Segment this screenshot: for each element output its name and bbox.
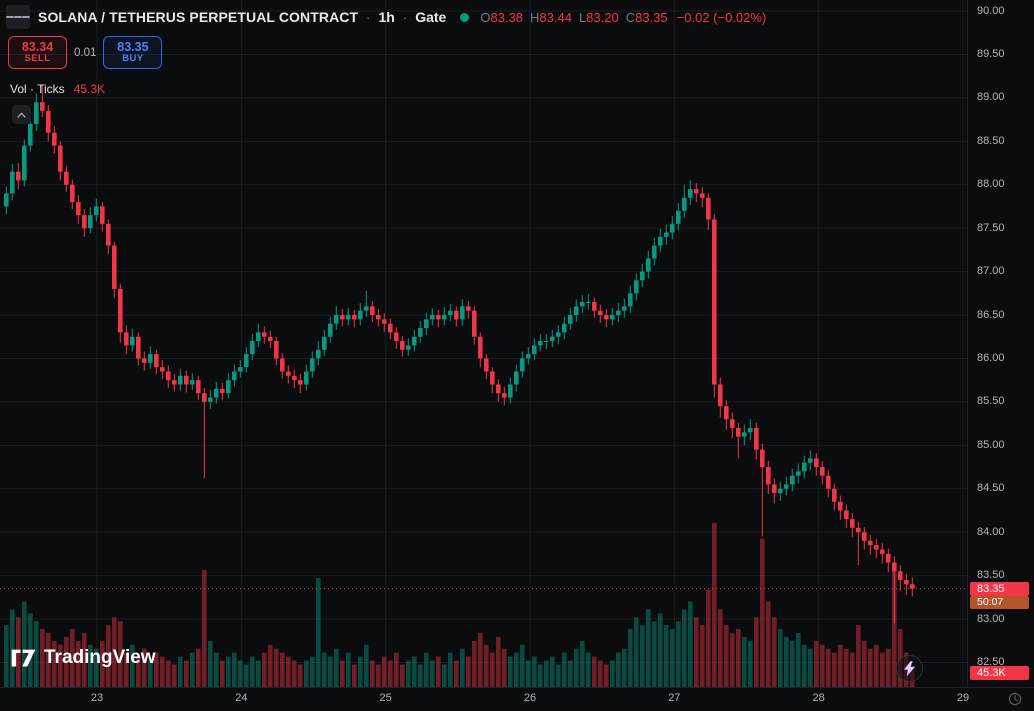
menu-button[interactable] — [6, 5, 30, 29]
price-tick-label: 89.00 — [977, 91, 1005, 104]
lightning-bolt-icon — [904, 661, 915, 676]
watermark-text: TradingView — [44, 647, 156, 668]
price-tick-label: 83.00 — [977, 612, 1005, 625]
price-tick-label: 85.50 — [977, 395, 1005, 408]
exchange-label[interactable]: Gate — [415, 9, 447, 25]
price-tick-label: 82.50 — [977, 655, 1005, 668]
low-value: 83.20 — [586, 9, 619, 25]
volume-indicator-value: 45.3K — [73, 82, 106, 96]
time-tick-label: 23 — [90, 692, 104, 704]
last-price-badge: 83.35 — [970, 581, 1029, 596]
separator: · — [366, 9, 371, 25]
trade-panel: 83.34 SELL 0.01 83.35 BUY — [8, 36, 766, 69]
close-label: C — [625, 9, 636, 25]
close-value: 83.35 — [635, 9, 668, 25]
price-tick-label: 83.50 — [977, 569, 1005, 582]
tradingview-logo-icon — [11, 649, 36, 667]
quick-trade-button[interactable] — [896, 655, 923, 682]
sell-button[interactable]: 83.34 SELL — [8, 36, 67, 69]
price-tick-label: 84.50 — [977, 482, 1005, 495]
time-tick-label: 25 — [379, 692, 392, 704]
market-status-dot[interactable] — [460, 12, 470, 22]
time-tick-label: 27 — [668, 692, 681, 704]
time-tick-label: 24 — [235, 692, 248, 704]
chevron-up-icon — [17, 112, 26, 118]
hamburger-icon — [6, 16, 14, 18]
symbol-title[interactable]: SOLANA / TETHERUS PERPETUAL CONTRACT — [38, 9, 359, 25]
price-tick-label: 84.00 — [977, 525, 1005, 538]
time-tick-label: 28 — [812, 692, 825, 704]
price-tick-label: 88.00 — [977, 178, 1005, 191]
price-tick-label: 87.00 — [977, 265, 1005, 278]
low-label: L — [578, 9, 587, 25]
timezone-clock-icon[interactable] — [1008, 692, 1022, 706]
price-tick-label: 85.00 — [977, 438, 1005, 451]
open-value: 83.38 — [490, 9, 523, 25]
spread-value: 0.01 — [74, 46, 97, 59]
buy-price: 83.35 — [117, 39, 149, 54]
collapse-legend-button[interactable] — [12, 105, 31, 124]
interval-label[interactable]: 1h — [378, 9, 395, 25]
volume-indicator-legend[interactable]: Vol · Ticks 45.3K — [10, 82, 766, 96]
grid-layer — [0, 0, 968, 688]
price-tick-label: 86.50 — [977, 308, 1005, 321]
time-tick-label: 26 — [523, 692, 537, 704]
price-tick-label: 89.50 — [977, 47, 1005, 60]
price-tick-label: 90.00 — [977, 4, 1005, 17]
separator: · — [402, 9, 408, 25]
symbol-row: SOLANA / TETHERUS PERPETUAL CONTRACT · 1… — [6, 5, 766, 29]
volume-badge: 45.3K — [970, 666, 1029, 680]
price-axis[interactable]: 83.35 50:07 45.3K 90.00 89.50 89.00 88.50 88… — [967, 0, 1034, 688]
chart-legend: SOLANA / TETHERUS PERPETUAL CONTRACT · 1… — [6, 5, 766, 124]
ohlc-values: O83.38 H83.44 L83.20 C83.35 −0.02 (−0.02… — [480, 10, 766, 25]
price-tick-label: 87.50 — [977, 221, 1005, 234]
price-tick-label: 88.50 — [977, 134, 1005, 147]
sell-price: 83.34 — [21, 39, 54, 54]
volume-indicator-title: Vol · Ticks — [10, 82, 65, 96]
bar-countdown-badge: 50:07 — [970, 595, 1029, 609]
time-tick-label: 29 — [956, 692, 970, 704]
high-value: 83.44 — [539, 9, 572, 25]
candlestick-chart[interactable] — [0, 0, 968, 688]
tradingview-watermark[interactable]: TradingView — [10, 647, 156, 669]
price-tick-label: 86.00 — [977, 351, 1005, 364]
time-axis[interactable]: 23 24 25 26 27 28 29 — [0, 687, 1034, 710]
candles-layer — [4, 84, 915, 624]
buy-button[interactable]: 83.35 BUY — [103, 36, 163, 69]
price-change: −0.02 (−0.02%) — [676, 9, 767, 25]
sell-label: SELL — [24, 53, 51, 65]
open-label: O — [480, 9, 491, 25]
buy-label: BUY — [122, 53, 144, 65]
high-label: H — [530, 9, 540, 25]
